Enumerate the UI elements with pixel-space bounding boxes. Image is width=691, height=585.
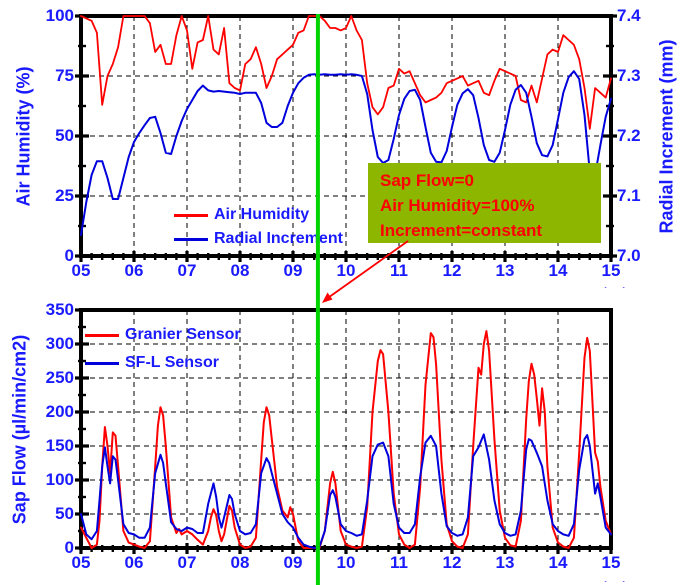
radial-increment-line-swatch [174, 237, 208, 241]
series-granier-sensor [80, 330, 612, 549]
legend-item-sfl-sensor: SF-L Sensor [85, 354, 219, 372]
legend-item-granier-sensor: Granier Sensor [85, 326, 241, 344]
legend-item-air-humidity: Air Humidity [174, 206, 309, 224]
sap-flow-panel [75, 308, 613, 554]
series-radial-increment [80, 70, 612, 236]
annotation-line-sap-flow: Sap Flow=0 [380, 171, 474, 190]
legend-label-granier-sensor: Granier Sensor [125, 326, 241, 343]
legend-label-air-humidity: Air Humidity [214, 206, 310, 223]
humidity-increment-panel [75, 14, 617, 262]
annotation-line-air-humidity: Air Humidity=100% [380, 196, 535, 215]
sfl-sensor-line-swatch [85, 361, 119, 365]
legend-label-sfl-sensor: SF-L Sensor [125, 354, 219, 371]
annotation-box: Sap Flow=0 Air Humidity=100% Increment=c… [368, 163, 601, 243]
series-air-humidity [80, 15, 612, 130]
series-sf-l-sensor [80, 433, 612, 549]
legend-item-radial-increment: Radial Increment [174, 230, 343, 248]
annotation-line-increment: Increment=constant [380, 221, 543, 240]
air-humidity-line-swatch [174, 213, 208, 217]
legend-label-radial-increment: Radial Increment [214, 230, 343, 247]
granier-sensor-line-swatch [85, 333, 119, 337]
